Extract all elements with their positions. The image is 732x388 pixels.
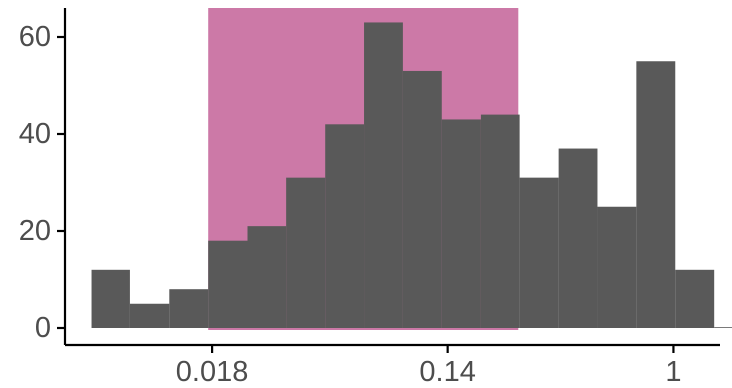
histogram-bar <box>129 303 170 328</box>
axes-layer <box>57 8 720 353</box>
histogram-bar <box>597 206 637 328</box>
histogram-bar <box>169 289 209 328</box>
x-tick-label: 1 <box>665 356 681 388</box>
bars-layer <box>91 22 732 328</box>
histogram-bar <box>558 148 598 328</box>
tick-labels-layer: 0 20 40 60 0.018 0.14 1 <box>19 21 682 388</box>
histogram-bar <box>247 226 287 328</box>
histogram-bar <box>208 240 248 328</box>
histogram-bar <box>402 70 442 328</box>
y-tick-label: 60 <box>19 21 51 53</box>
y-tick-label: 20 <box>19 215 51 247</box>
y-tick-label: 40 <box>19 118 51 150</box>
histogram-bar <box>675 269 715 328</box>
histogram-bar <box>519 177 559 328</box>
y-tick-label: 0 <box>35 312 51 344</box>
histogram-bar <box>91 269 130 328</box>
x-tick-label: 0.14 <box>419 356 475 388</box>
histogram-bar <box>480 114 520 328</box>
histogram-bar <box>286 177 326 328</box>
histogram-bar <box>364 22 403 328</box>
histogram-bar <box>325 124 365 328</box>
histogram-bar <box>636 61 676 328</box>
histogram-bar <box>441 119 481 328</box>
histogram-bar <box>714 327 732 328</box>
x-tick-label: 0.018 <box>176 356 249 388</box>
